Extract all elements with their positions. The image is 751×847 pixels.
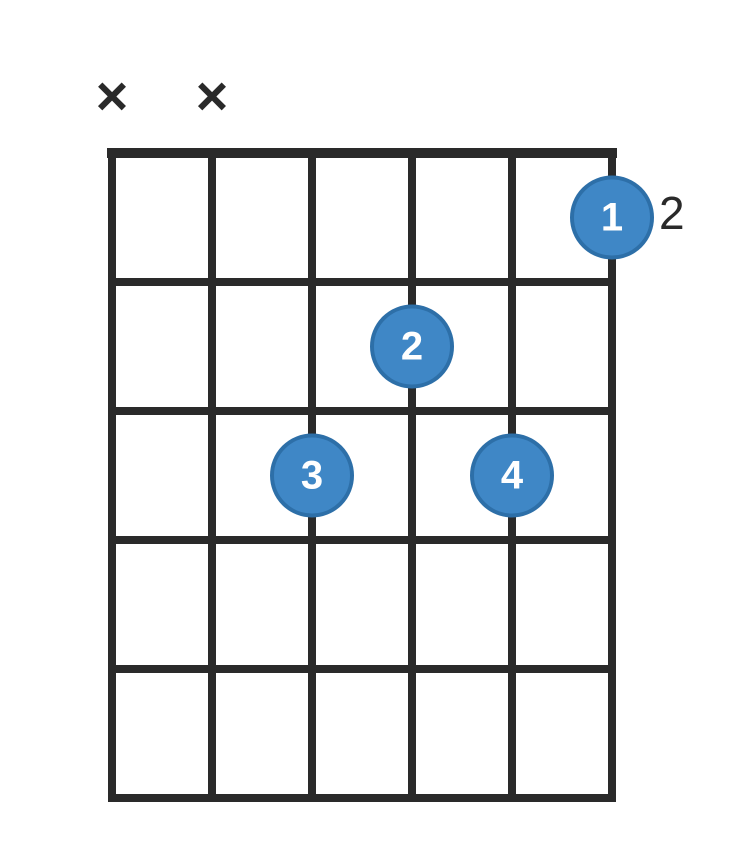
- mute-symbol: ×: [96, 64, 129, 127]
- finger-dot: 4: [472, 436, 552, 516]
- finger-dot-label: 3: [301, 454, 323, 498]
- mute-symbol: ×: [196, 64, 229, 127]
- finger-dot-label: 1: [601, 196, 623, 240]
- finger-dot: 1: [572, 178, 652, 258]
- finger-dot: 2: [372, 307, 452, 387]
- finger-dot: 3: [272, 436, 352, 516]
- starting-fret-label: 2: [659, 187, 685, 239]
- finger-dot-label: 2: [401, 325, 423, 369]
- finger-dot-label: 4: [501, 454, 524, 498]
- chord-diagram: ××21234: [0, 0, 751, 847]
